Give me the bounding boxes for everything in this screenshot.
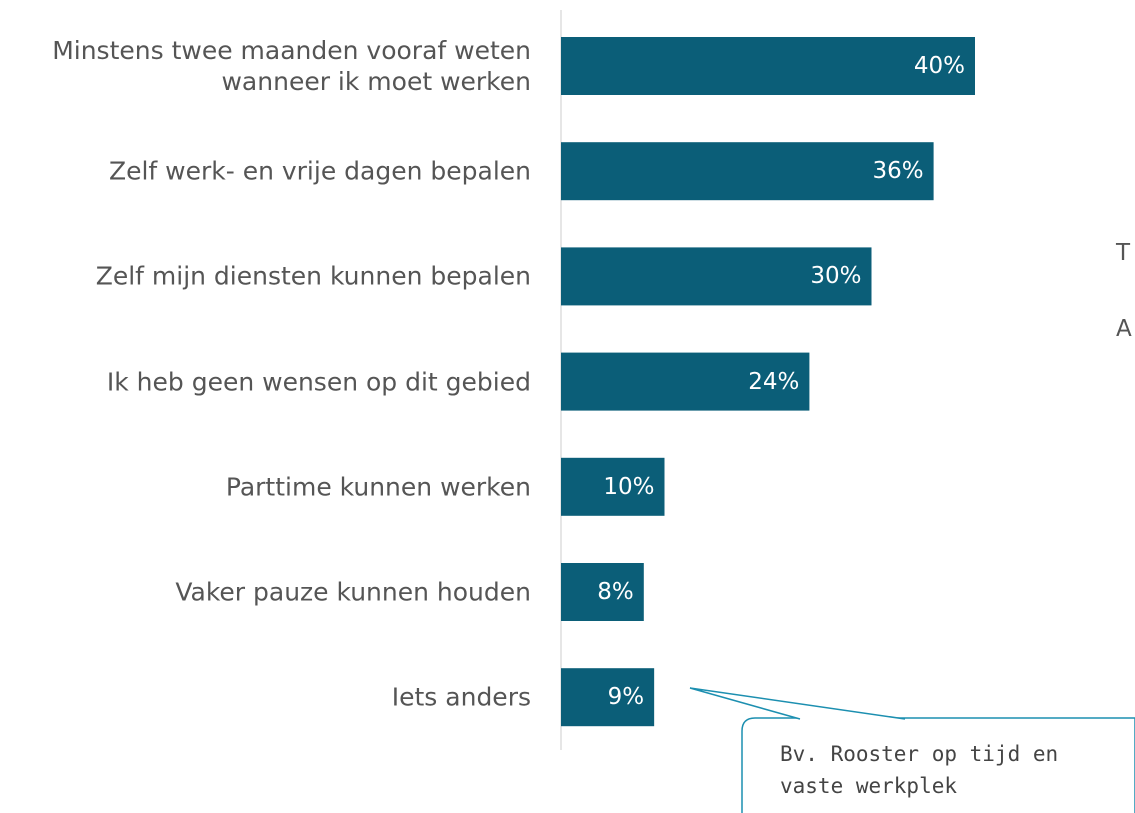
category-label: Vaker pauze kunnen houden (175, 577, 531, 607)
value-label: 24% (748, 368, 800, 395)
value-label: 40% (913, 53, 965, 79)
bar (561, 563, 644, 621)
callout-tail (689, 687, 906, 720)
bar (561, 668, 655, 727)
value-label: 9% (607, 684, 645, 711)
category-label: Ik heb geen wensen op dit gebied (106, 367, 531, 397)
category-label: Zelf mijn diensten kunnen bepalen (95, 261, 531, 291)
bar (561, 352, 810, 411)
side-text: T (1116, 240, 1131, 266)
bar (561, 457, 665, 516)
callout-box (741, 717, 1135, 813)
value-label: 10% (603, 473, 655, 500)
bar (561, 247, 872, 306)
annotation: Bv. Rooster op tijd en vaste werkplek (780, 742, 1059, 798)
bar (561, 37, 975, 95)
value-label: 8% (597, 579, 634, 605)
category-label: Zelf werk- en vrije dagen bepalen (108, 156, 531, 186)
category-label: Iets anders (391, 682, 531, 712)
value-label: 36% (872, 158, 924, 185)
side-text: A (1116, 316, 1132, 342)
category-label: Minstens twee maanden vooraf weten wanne… (52, 36, 531, 96)
value-label: 30% (810, 263, 862, 290)
bar (561, 142, 934, 201)
category-label: Parttime kunnen werken (225, 472, 531, 502)
